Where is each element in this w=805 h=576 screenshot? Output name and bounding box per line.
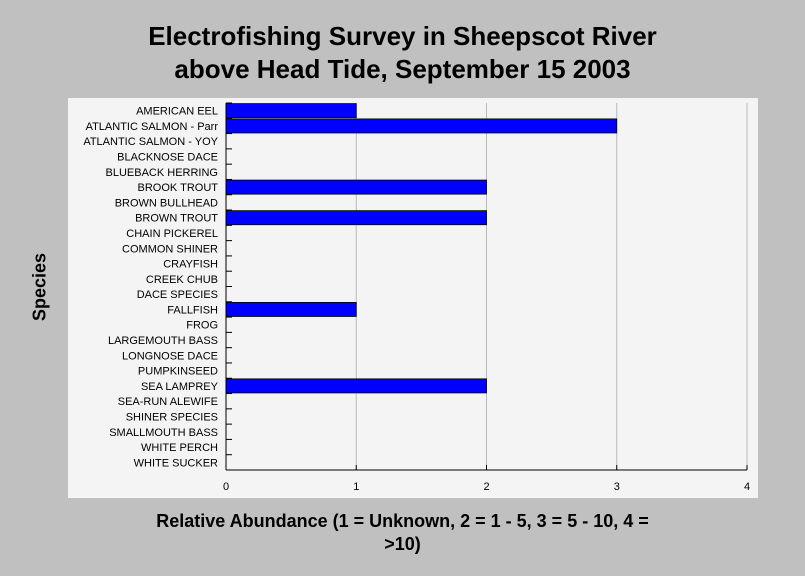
chart-title-line-1: Electrofishing Survey in Sheepscot River (148, 21, 657, 51)
y-tick-label: CREEK CHUB (146, 274, 218, 286)
y-tick-label: WHITE PERCH (141, 442, 218, 454)
chart-title-line-2: above Head Tide, September 15 2003 (174, 54, 631, 84)
x-tick-label: 3 (614, 481, 620, 493)
bar (225, 210, 487, 226)
y-tick-label: LARGEMOUTH BASS (108, 335, 218, 347)
bar (225, 103, 357, 119)
y-tick-label: LONGNOSE DACE (122, 350, 218, 362)
x-axis-label-line-1: Relative Abundance (1 = Unknown, 2 = 1 -… (156, 511, 649, 531)
y-tick-label: PUMPKINSEED (138, 366, 218, 378)
x-tick-label: 2 (483, 481, 489, 493)
chart-title: Electrofishing Survey in Sheepscot River… (0, 20, 805, 86)
y-tick-label: AMERICAN EEL (136, 106, 218, 118)
x-tick-label: 1 (353, 481, 359, 493)
y-tick-label: FROG (186, 320, 218, 332)
y-tick-label: DACE SPECIES (137, 289, 218, 301)
y-tick-label: BROWN TROUT (135, 213, 218, 225)
y-tick-label: BLUEBACK HERRING (106, 167, 218, 179)
y-tick-label: SMALLMOUTH BASS (109, 427, 218, 439)
y-tick-label: BROWN BULLHEAD (115, 197, 218, 209)
x-tick-label: 0 (223, 481, 229, 493)
bar (225, 179, 487, 195)
plot-area (68, 98, 758, 498)
y-tick-label: FALLFISH (167, 304, 218, 316)
y-tick-label: CRAYFISH (163, 259, 218, 271)
y-tick-label: ATLANTIC SALMON - YOY (83, 136, 218, 148)
y-axis-label: Species (29, 252, 50, 322)
x-axis-label-line-2: >10) (384, 534, 421, 554)
y-tick-label: BLACKNOSE DACE (117, 152, 218, 164)
bar (225, 378, 487, 394)
y-tick-label: SHINER SPECIES (126, 411, 218, 423)
y-tick-label: BROOK TROUT (138, 182, 219, 194)
x-axis-label: Relative Abundance (1 = Unknown, 2 = 1 -… (0, 510, 805, 556)
y-tick-label: CHAIN PICKEREL (126, 228, 218, 240)
bar (225, 302, 357, 317)
y-tick-label: ATLANTIC SALMON - Parr (86, 121, 219, 133)
y-tick-label: COMMON SHINER (122, 243, 218, 255)
y-tick-label: SEA LAMPREY (141, 381, 219, 393)
y-tick-label: SEA-RUN ALEWIFE (118, 396, 218, 408)
bar (225, 118, 618, 134)
y-tick-label: WHITE SUCKER (134, 457, 218, 469)
x-tick-label: 4 (744, 481, 750, 493)
